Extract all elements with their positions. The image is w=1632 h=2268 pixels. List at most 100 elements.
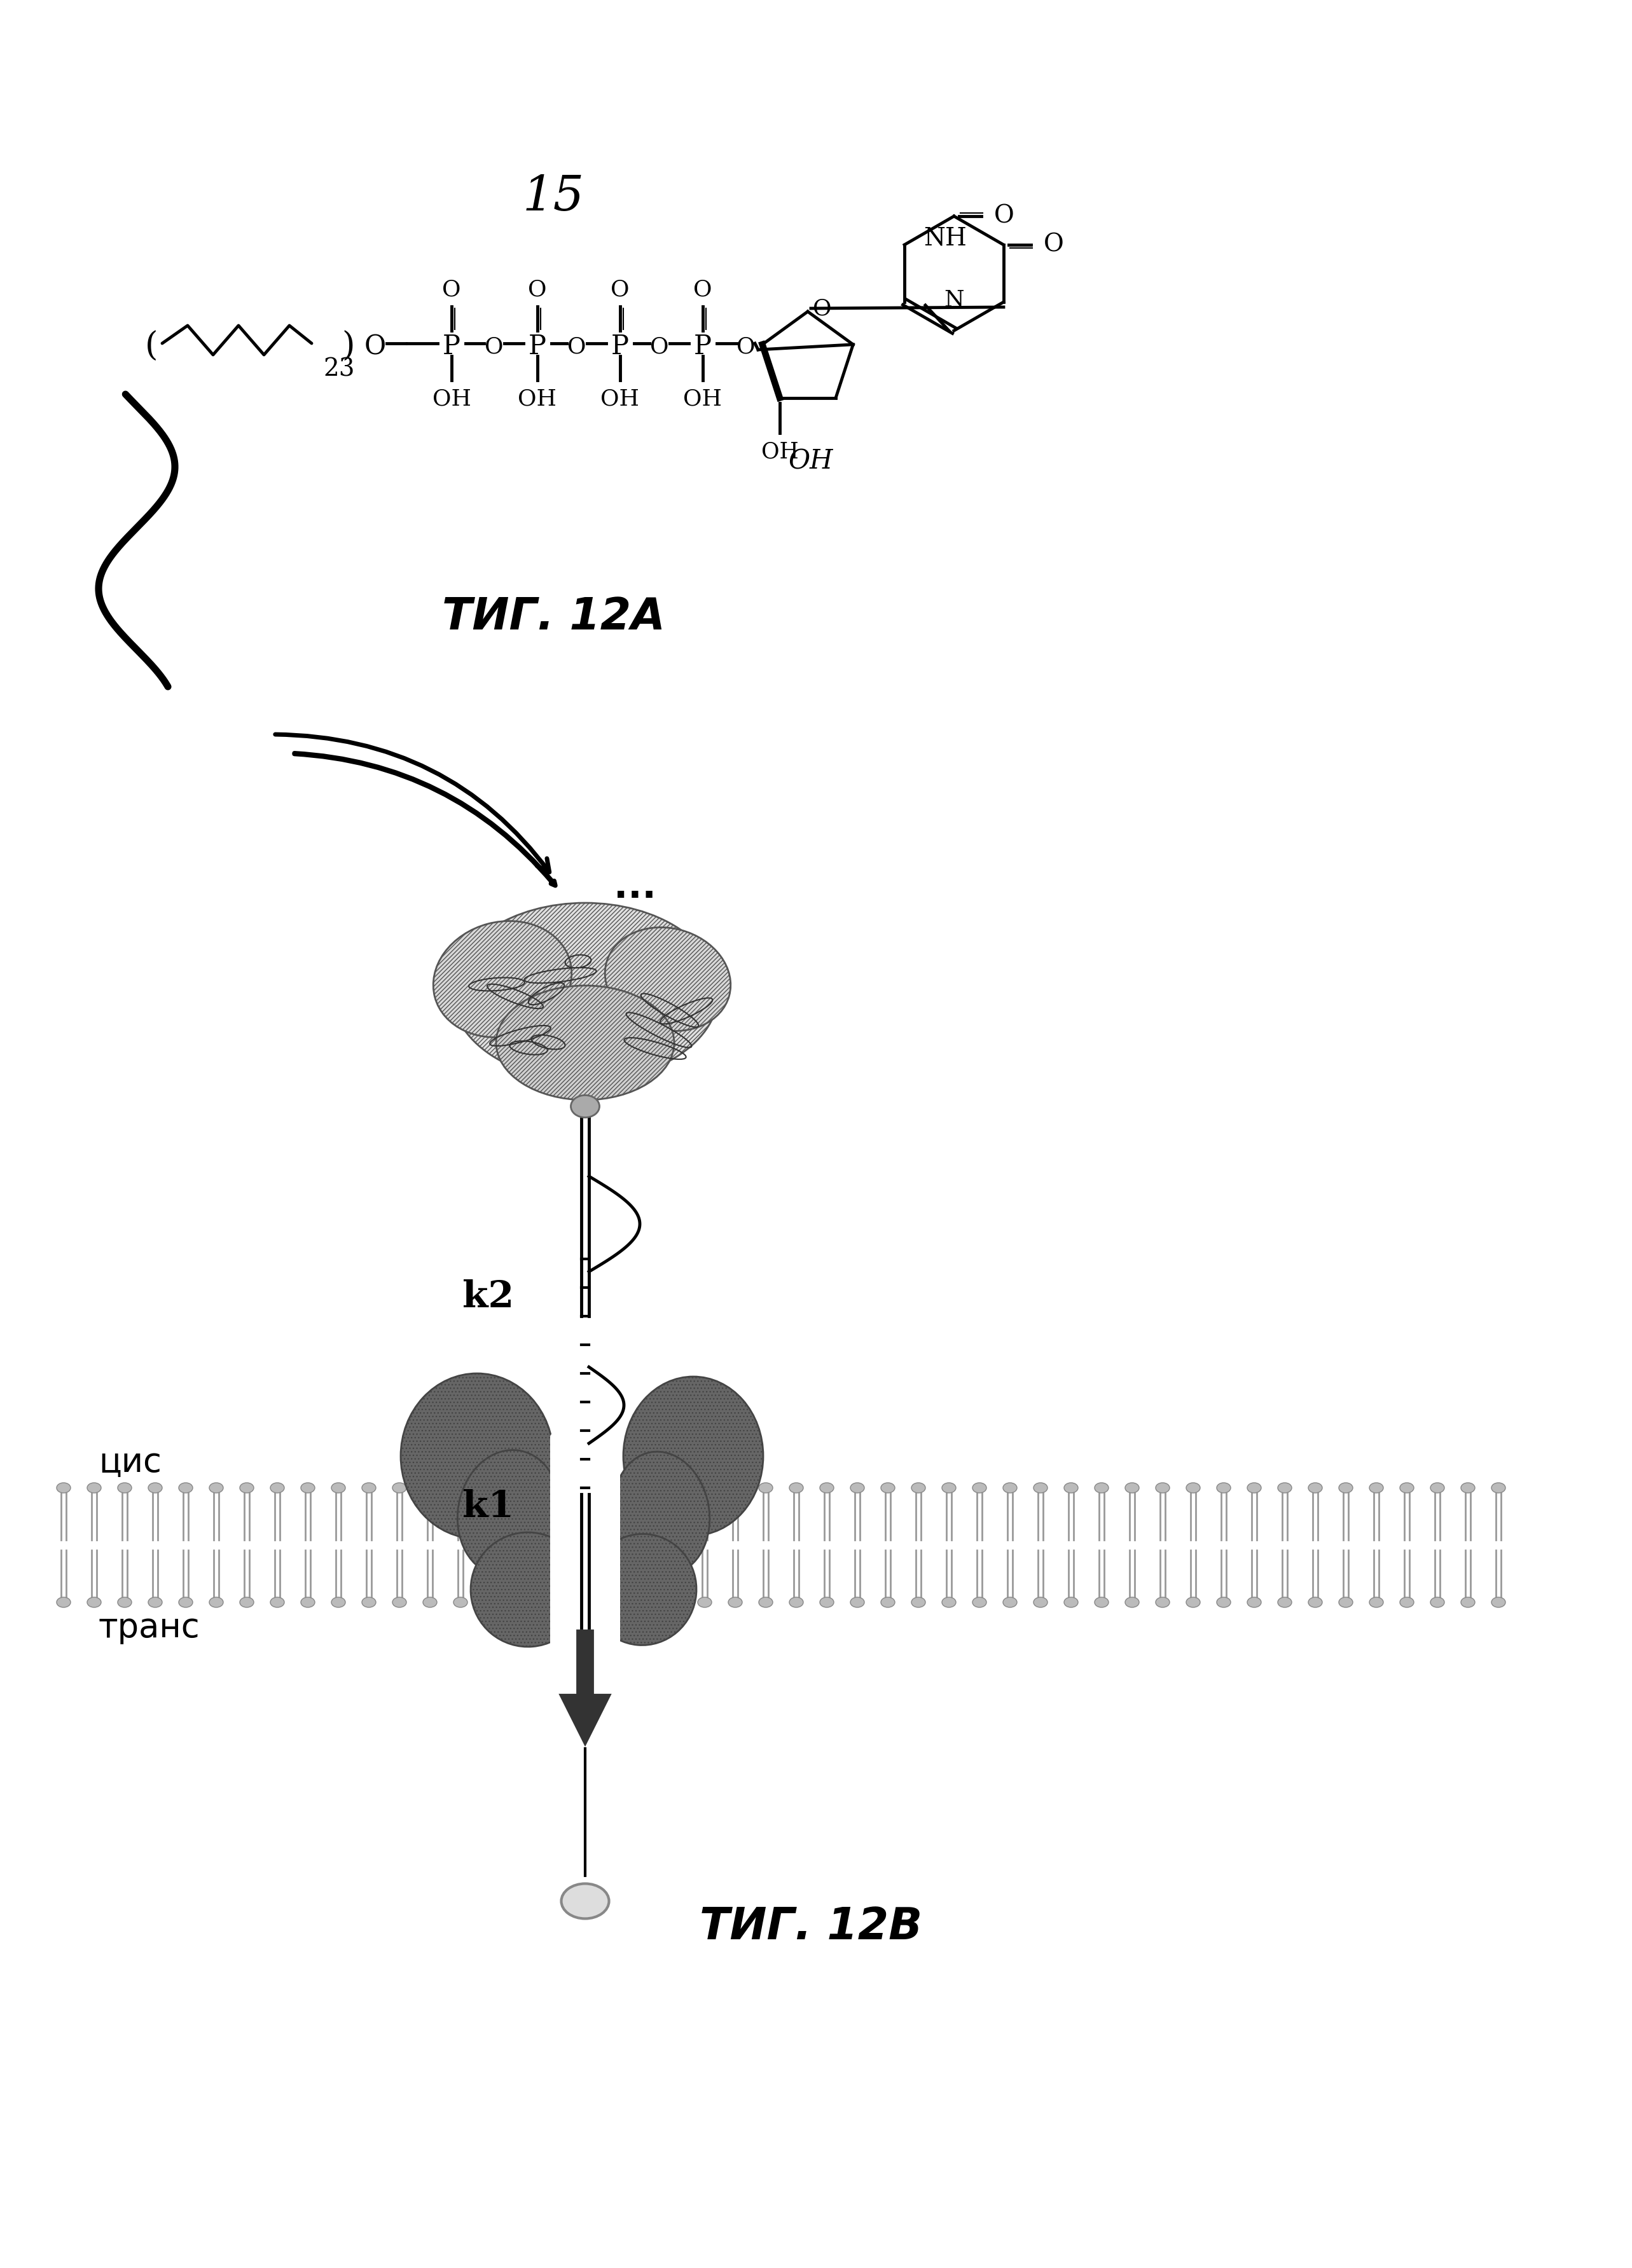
Ellipse shape	[423, 1483, 437, 1492]
Text: P: P	[529, 333, 547, 361]
Text: (: (	[145, 331, 158, 363]
Ellipse shape	[423, 1597, 437, 1608]
Ellipse shape	[470, 1533, 586, 1647]
Ellipse shape	[1338, 1597, 1353, 1608]
Text: O: O	[650, 336, 669, 358]
Ellipse shape	[759, 1597, 772, 1608]
Ellipse shape	[1400, 1597, 1413, 1608]
Ellipse shape	[1095, 1483, 1108, 1492]
Text: P: P	[612, 333, 628, 361]
Ellipse shape	[300, 1597, 315, 1608]
Ellipse shape	[623, 1377, 764, 1535]
Ellipse shape	[452, 903, 718, 1082]
Ellipse shape	[485, 1597, 498, 1608]
Text: ): )	[343, 331, 356, 363]
Text: N: N	[943, 290, 965, 311]
Ellipse shape	[1369, 1483, 1384, 1492]
Ellipse shape	[1278, 1597, 1293, 1608]
FancyArrowPatch shape	[294, 753, 555, 885]
FancyBboxPatch shape	[550, 1433, 620, 1656]
Ellipse shape	[973, 1483, 986, 1492]
Ellipse shape	[667, 1483, 681, 1492]
Text: O: O	[529, 279, 547, 299]
Ellipse shape	[605, 928, 731, 1032]
Ellipse shape	[819, 1483, 834, 1492]
Ellipse shape	[149, 1597, 162, 1608]
Text: ...: ...	[614, 869, 656, 905]
Ellipse shape	[331, 1483, 346, 1492]
Ellipse shape	[86, 1597, 101, 1608]
Ellipse shape	[180, 1597, 193, 1608]
Ellipse shape	[392, 1483, 406, 1492]
Ellipse shape	[850, 1597, 865, 1608]
Ellipse shape	[57, 1483, 70, 1492]
Ellipse shape	[881, 1483, 894, 1492]
Ellipse shape	[1461, 1597, 1475, 1608]
Ellipse shape	[728, 1597, 743, 1608]
Ellipse shape	[1492, 1597, 1505, 1608]
Ellipse shape	[300, 1483, 315, 1492]
Ellipse shape	[454, 1597, 467, 1608]
Text: транс: транс	[98, 1610, 201, 1644]
Ellipse shape	[571, 1095, 599, 1118]
Text: O: O	[485, 336, 504, 358]
Ellipse shape	[1155, 1597, 1170, 1608]
Text: OH: OH	[432, 388, 472, 411]
Text: k1: k1	[462, 1490, 514, 1524]
Ellipse shape	[392, 1597, 406, 1608]
Text: NH: NH	[924, 227, 966, 249]
Ellipse shape	[614, 1452, 710, 1574]
Ellipse shape	[57, 1597, 70, 1608]
Ellipse shape	[1217, 1483, 1231, 1492]
Text: O: O	[610, 279, 630, 299]
Text: P: P	[694, 333, 712, 361]
Ellipse shape	[1186, 1483, 1200, 1492]
FancyArrowPatch shape	[558, 1628, 612, 1746]
Ellipse shape	[457, 1449, 560, 1576]
Ellipse shape	[881, 1597, 894, 1608]
Ellipse shape	[1004, 1483, 1017, 1492]
Ellipse shape	[485, 1483, 498, 1492]
Ellipse shape	[1430, 1483, 1444, 1492]
Ellipse shape	[942, 1597, 956, 1608]
Ellipse shape	[1309, 1483, 1322, 1492]
Ellipse shape	[911, 1483, 925, 1492]
Ellipse shape	[454, 1483, 467, 1492]
Ellipse shape	[271, 1597, 284, 1608]
Ellipse shape	[432, 921, 571, 1036]
Ellipse shape	[698, 1483, 712, 1492]
Ellipse shape	[1247, 1597, 1262, 1608]
Ellipse shape	[401, 1374, 553, 1538]
Ellipse shape	[86, 1483, 101, 1492]
Ellipse shape	[1461, 1483, 1475, 1492]
Ellipse shape	[1309, 1597, 1322, 1608]
Ellipse shape	[362, 1597, 375, 1608]
Ellipse shape	[561, 1885, 609, 1919]
Ellipse shape	[973, 1597, 986, 1608]
Ellipse shape	[180, 1483, 193, 1492]
Ellipse shape	[1064, 1597, 1079, 1608]
Text: цис: цис	[98, 1447, 162, 1479]
Text: O: O	[813, 297, 832, 320]
Ellipse shape	[1064, 1483, 1079, 1492]
Text: O: O	[1043, 234, 1064, 256]
Ellipse shape	[331, 1597, 346, 1608]
Ellipse shape	[209, 1597, 224, 1608]
Text: OH: OH	[517, 388, 557, 411]
Ellipse shape	[588, 1533, 697, 1644]
Ellipse shape	[240, 1597, 253, 1608]
Ellipse shape	[1124, 1597, 1139, 1608]
Ellipse shape	[240, 1483, 253, 1492]
Ellipse shape	[118, 1597, 132, 1608]
Ellipse shape	[1033, 1597, 1048, 1608]
Ellipse shape	[1186, 1597, 1200, 1608]
Ellipse shape	[1430, 1597, 1444, 1608]
Text: OH: OH	[788, 449, 834, 474]
Ellipse shape	[1369, 1597, 1384, 1608]
Ellipse shape	[496, 987, 674, 1100]
Ellipse shape	[1033, 1483, 1048, 1492]
Text: O: O	[994, 204, 1013, 229]
Ellipse shape	[819, 1597, 834, 1608]
Ellipse shape	[850, 1483, 865, 1492]
Text: 23: 23	[323, 358, 354, 381]
